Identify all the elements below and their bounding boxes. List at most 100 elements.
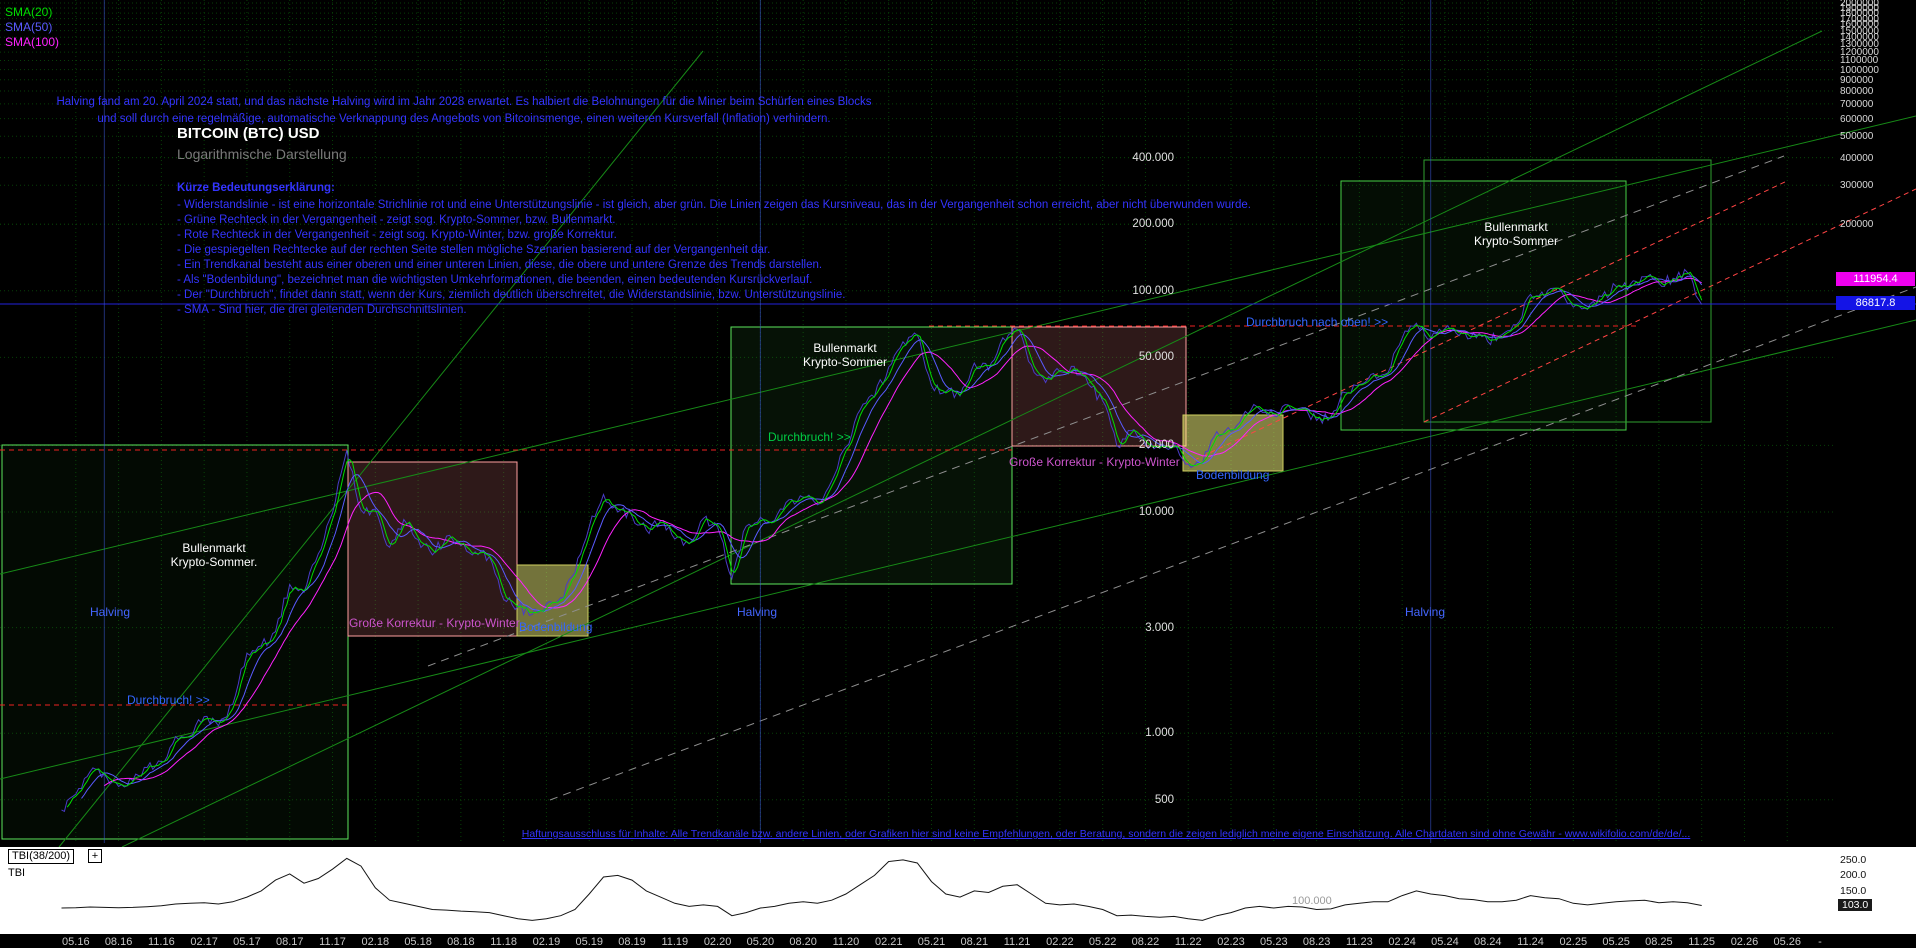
y-axis-label: 1000000 bbox=[1840, 64, 1879, 76]
x-axis-label: 05.18 bbox=[404, 936, 432, 948]
y-axis-label: 800000 bbox=[1840, 86, 1874, 98]
x-axis-label: 05.23 bbox=[1260, 936, 1288, 948]
x-axis-label: 11.21 bbox=[1003, 936, 1031, 948]
x-axis-label: 05.19 bbox=[575, 936, 603, 948]
x-axis-label: 11.18 bbox=[490, 936, 518, 948]
legend-sma50[interactable]: SMA(50) bbox=[5, 20, 53, 34]
halving-note: Halving fand am 20. April 2024 statt, un… bbox=[56, 96, 872, 125]
tbi-current-badge: 103.0 bbox=[1838, 898, 1873, 911]
explanation-line: - Widerstandslinie - ist eine horizontal… bbox=[177, 199, 1251, 211]
explanation-line: - Der "Durchbruch", findet dann statt, w… bbox=[177, 289, 846, 301]
x-axis-label: 05.21 bbox=[917, 936, 946, 948]
chart-annotation: Große Korrektur - Krypto-Winter bbox=[349, 616, 520, 630]
x-axis-label: 08.25 bbox=[1645, 936, 1673, 948]
y-axis-label: 1800000 bbox=[1840, 8, 1879, 20]
sma-line-50 bbox=[81, 275, 1703, 799]
x-axis-label: 08.17 bbox=[275, 936, 304, 948]
scenario-rect bbox=[1, 444, 349, 840]
y-axis-label: 300000 bbox=[1840, 180, 1874, 192]
chart-annotation: Bodenbildung bbox=[519, 620, 593, 634]
x-axis-label: 05.17 bbox=[233, 936, 261, 948]
x-axis-label: 05.16 bbox=[62, 936, 90, 948]
explanation-line: - Ein Trendkanal besteht aus einer obere… bbox=[177, 259, 823, 271]
x-axis-label: 05.26 bbox=[1773, 936, 1801, 948]
x-axis-label: 08.22 bbox=[1131, 936, 1160, 948]
x-axis-label: 02.21 bbox=[874, 936, 903, 948]
explanation-line: - Rote Rechteck in der Vergangenheit - z… bbox=[177, 229, 617, 241]
scenario-rect bbox=[1340, 180, 1627, 431]
x-axis-label: 02.23 bbox=[1217, 936, 1245, 948]
x-axis-label: 02.18 bbox=[361, 936, 390, 948]
chart-subtitle: Logarithmische Darstellung bbox=[177, 146, 347, 162]
x-axis-label: 11.25 bbox=[1688, 936, 1716, 948]
x-axis-label: 11.20 bbox=[832, 936, 860, 948]
explanation-line: - Die gespiegelten Rechtecke auf der rec… bbox=[177, 244, 771, 256]
price-level-label: 400.000 bbox=[1132, 151, 1174, 164]
price-level-label: 10.000 bbox=[1138, 506, 1174, 518]
x-axis-label: 11.17 bbox=[319, 936, 346, 948]
y-axis-label: 200000 bbox=[1840, 219, 1874, 231]
trend-line bbox=[1423, 188, 1916, 423]
trend-line bbox=[427, 155, 1785, 667]
x-axis-label: 08.19 bbox=[618, 936, 646, 948]
y-axis-label: 1200000 bbox=[1840, 47, 1879, 59]
price-line bbox=[61, 268, 1703, 813]
tbi-panel bbox=[0, 847, 1916, 934]
x-axis-label: 05.22 bbox=[1088, 936, 1117, 948]
sma-legend: SMA(20) SMA(50) SMA(100) bbox=[5, 5, 59, 50]
x-axis-label: 08.16 bbox=[104, 936, 133, 948]
chart-annotation: Bullenmarkt Krypto-Sommer bbox=[1473, 220, 1559, 248]
tbi-axis-label: 250.0 bbox=[1840, 853, 1867, 866]
x-axis-label: 02.17 bbox=[190, 936, 218, 948]
chart-annotation: Durchbruch! >> bbox=[127, 693, 210, 707]
x-axis-label: 11.24 bbox=[1517, 936, 1544, 948]
tbi-expand-button[interactable]: + bbox=[88, 849, 102, 863]
chart-title: BITCOIN (BTC) USD bbox=[177, 125, 320, 142]
tbi-inner-level-label: 100.000 bbox=[1292, 895, 1332, 907]
tbi-axis-label: 200.0 bbox=[1840, 869, 1867, 882]
x-axis-label: 08.21 bbox=[960, 936, 989, 948]
chart-annotation: Bodenbildung bbox=[1196, 468, 1270, 482]
sma100-value-badge: 111954.4 bbox=[1836, 271, 1915, 286]
chart-annotation: Durchbruch nach oben! >> bbox=[1246, 315, 1389, 329]
price-level-label: 200.000 bbox=[1132, 218, 1174, 231]
trend-line bbox=[549, 286, 1916, 801]
scenario-rect bbox=[516, 564, 589, 637]
x-axis-label: 02.19 bbox=[532, 936, 561, 948]
legend-sma100[interactable]: SMA(100) bbox=[5, 35, 60, 49]
x-axis-label: 02.26 bbox=[1730, 936, 1759, 948]
x-axis-label: 11.23 bbox=[1346, 936, 1373, 948]
chart-annotation: Große Korrektur - Krypto-Winter bbox=[1009, 455, 1180, 469]
y-axis-label: 1500000 bbox=[1840, 25, 1879, 37]
chart-annotation: Halving bbox=[1404, 605, 1446, 619]
price-level-label: 20.000 bbox=[1138, 439, 1174, 452]
x-axis-label: 08.20 bbox=[789, 936, 817, 948]
y-axis-label: 600000 bbox=[1840, 113, 1874, 125]
trend-line bbox=[0, 115, 1916, 575]
explanation-list: - Widerstandslinie - ist eine horizontal… bbox=[177, 198, 1251, 318]
legend-sma20[interactable]: SMA(20) bbox=[5, 5, 53, 19]
x-axis-label: 08.24 bbox=[1473, 936, 1502, 948]
trend-line bbox=[58, 50, 704, 848]
x-axis-label: 05.20 bbox=[746, 936, 775, 948]
y-axis-label: 1600000 bbox=[1840, 19, 1879, 31]
chart-annotation: Durchbruch! >> bbox=[768, 430, 851, 444]
disclaimer-text: Haftungsausschluss für Inhalte: Alle Tre… bbox=[521, 828, 1691, 840]
trend-line bbox=[121, 30, 1823, 848]
scenario-rect bbox=[1182, 414, 1284, 472]
x-axis-label: 11.16 bbox=[148, 936, 175, 948]
x-axis-label: 08.23 bbox=[1302, 936, 1331, 948]
chart-annotation: Bullenmarkt Krypto-Sommer bbox=[802, 341, 888, 369]
tbi-indicator-button[interactable]: TBI(38/200) bbox=[8, 849, 75, 864]
scenario-rect bbox=[730, 326, 1013, 585]
x-axis-overflow: - bbox=[1818, 936, 1822, 948]
explanation-heading: Kürze Bedeutungserklärung: bbox=[177, 182, 335, 194]
x-axis-label: 05.24 bbox=[1431, 936, 1459, 948]
price-level-label: 3.000 bbox=[1145, 621, 1174, 634]
trend-line bbox=[1185, 180, 1788, 465]
y-axis-label: 900000 bbox=[1840, 74, 1874, 86]
x-axis-label: 02.20 bbox=[703, 936, 732, 948]
y-axis-label: 1700000 bbox=[1840, 13, 1879, 25]
